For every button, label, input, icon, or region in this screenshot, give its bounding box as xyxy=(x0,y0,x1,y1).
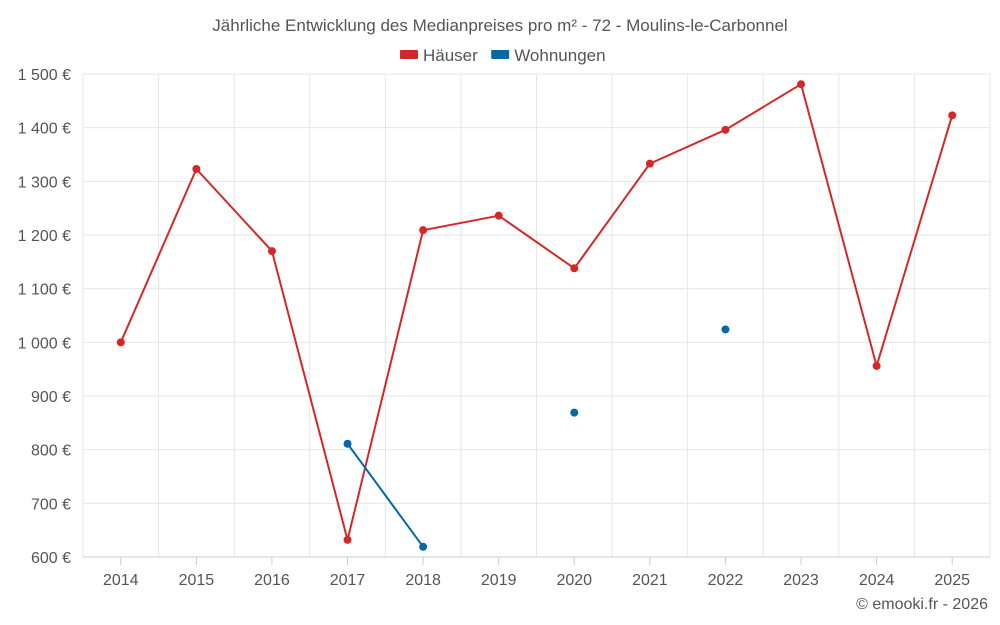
credit-text: © emooki.fr - 2026 xyxy=(856,596,988,613)
chart-title: Jährliche Entwicklung des Medianpreises … xyxy=(212,16,787,35)
x-tick-label: 2022 xyxy=(708,572,744,589)
x-tick-label: 2023 xyxy=(783,572,819,589)
y-tick-label: 700 € xyxy=(31,496,71,513)
series-line-haeuser xyxy=(195,167,273,253)
x-tick-label: 2021 xyxy=(632,572,668,589)
series-line-haeuser xyxy=(875,114,954,367)
series-line-haeuser xyxy=(422,214,500,232)
axes: 600 € 700 € 800 € 900 € 1 000 € 1 100 € 1 200 … xyxy=(18,67,990,589)
y-tick-label: 600 € xyxy=(31,550,71,567)
legend[interactable]: Häuser Wohnungen xyxy=(400,46,606,65)
data-point-wohnungen[interactable] xyxy=(419,542,428,551)
legend-swatch-wohnungen[interactable] xyxy=(491,50,510,59)
data-point-haeuser[interactable] xyxy=(267,247,276,256)
x-tick-label: 2014 xyxy=(103,572,139,589)
series-line-haeuser xyxy=(800,83,878,367)
series-line-haeuser xyxy=(270,250,349,541)
data-point-haeuser[interactable] xyxy=(645,159,654,168)
data-point-haeuser[interactable] xyxy=(721,125,730,134)
y-tick-label: 1 500 € xyxy=(18,67,71,84)
data-point-wohnungen[interactable] xyxy=(721,325,730,334)
x-tick-label: 2017 xyxy=(330,572,366,589)
grid xyxy=(82,73,991,557)
data-point-haeuser[interactable] xyxy=(343,535,352,544)
series-layer xyxy=(116,80,957,551)
series-line-haeuser xyxy=(497,214,576,270)
y-tick-label: 1 300 € xyxy=(18,174,71,191)
data-point-haeuser[interactable] xyxy=(872,361,881,370)
legend-label-haeuser[interactable]: Häuser xyxy=(423,46,478,65)
legend-label-wohnungen[interactable]: Wohnungen xyxy=(514,46,605,65)
data-point-haeuser[interactable] xyxy=(192,164,201,173)
x-tick-label: 2019 xyxy=(481,572,517,589)
y-tick-label: 1 200 € xyxy=(18,228,71,245)
y-tick-label: 1 100 € xyxy=(18,282,71,299)
data-point-wohnungen[interactable] xyxy=(570,408,579,417)
y-tick-label: 800 € xyxy=(31,443,71,460)
data-point-haeuser[interactable] xyxy=(570,264,579,273)
data-point-haeuser[interactable] xyxy=(948,111,957,120)
y-tick-label: 900 € xyxy=(31,389,71,406)
y-tick-label: 1 400 € xyxy=(18,121,71,138)
x-tick-label: 2015 xyxy=(179,572,215,589)
data-point-haeuser[interactable] xyxy=(797,80,806,89)
series-line-haeuser xyxy=(573,162,651,270)
series-line-haeuser xyxy=(648,128,727,165)
legend-swatch-haeuser[interactable] xyxy=(400,50,418,59)
y-tick-label: 1 000 € xyxy=(18,335,71,352)
x-tick-label: 2020 xyxy=(556,572,592,589)
x-tick-label: 2025 xyxy=(934,572,970,589)
x-tick-label: 2018 xyxy=(405,572,441,589)
x-tick-label: 2016 xyxy=(254,572,290,589)
data-point-haeuser[interactable] xyxy=(494,211,503,220)
data-point-wohnungen[interactable] xyxy=(343,439,352,448)
series-line-haeuser xyxy=(346,229,425,541)
data-point-haeuser[interactable] xyxy=(419,226,428,235)
series-line-haeuser xyxy=(119,167,198,344)
x-tick-label: 2024 xyxy=(859,572,895,589)
series-line-wohnungen xyxy=(346,442,425,548)
data-point-haeuser[interactable] xyxy=(116,338,125,347)
series-line-haeuser xyxy=(724,83,803,131)
